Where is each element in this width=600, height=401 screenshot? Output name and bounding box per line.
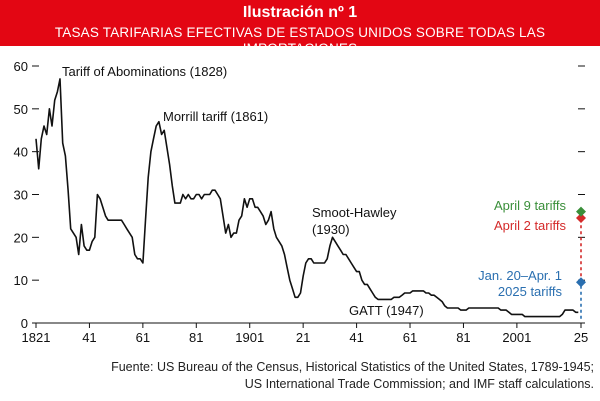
chart-annotations: Tariff of Abominations (1828) Morrill ta… bbox=[62, 64, 566, 318]
annotation-jan20: Jan. 20–Apr. 1 bbox=[478, 268, 562, 283]
annotation-2025-tariffs: 2025 tariffs bbox=[498, 284, 563, 299]
x-tick-label: 41 bbox=[349, 330, 363, 345]
x-tick-label: 81 bbox=[456, 330, 470, 345]
x-tick-label: 61 bbox=[403, 330, 417, 345]
series-line-effective-tariff bbox=[35, 78, 579, 318]
chart-subtitle: TASAS TARIFARIAS EFECTIVAS DE ESTADOS UN… bbox=[54, 25, 546, 56]
y-tick-label: 40 bbox=[14, 145, 28, 160]
y-tick-label: 10 bbox=[14, 273, 28, 288]
tariff-line-chart: 0 10 20 30 40 50 60 1821 41 61 81 1901 21 41 61 81 2001 2… bbox=[14, 59, 589, 345]
x-tick-label: 61 bbox=[136, 330, 150, 345]
annotation-april2: April 2 tariffs bbox=[494, 218, 567, 233]
x-tick-label: 81 bbox=[189, 330, 203, 345]
x-tick-label: 21 bbox=[296, 330, 310, 345]
x-tick-label: 1901 bbox=[235, 330, 264, 345]
chart-header: Ilustración nº 1 TASAS TARIFARIAS EFECTI… bbox=[0, 0, 600, 56]
x-tick-label: 1821 bbox=[22, 330, 51, 345]
x-tick-label: 2001 bbox=[502, 330, 531, 345]
x-tick-label: 25 bbox=[574, 330, 588, 345]
annotation-morrill: Morrill tariff (1861) bbox=[163, 109, 268, 124]
annotation-abominations: Tariff of Abominations (1828) bbox=[62, 64, 227, 79]
annotation-smoot-year: (1930) bbox=[312, 222, 350, 237]
chart-title: Ilustración nº 1 bbox=[242, 4, 358, 21]
y-tick-label: 0 bbox=[21, 316, 28, 331]
annotation-smoot-hawley: Smoot-Hawley bbox=[312, 205, 397, 220]
annotation-gatt: GATT (1947) bbox=[349, 303, 424, 318]
x-tick-label: 41 bbox=[82, 330, 96, 345]
chart-markers bbox=[576, 206, 586, 319]
y-tick-label: 60 bbox=[14, 59, 28, 74]
marker-diamond-red bbox=[576, 213, 586, 224]
annotation-april9: April 9 tariffs bbox=[494, 198, 567, 213]
source-note-line2: US International Trade Commission; and I… bbox=[244, 377, 594, 391]
y-tick-label: 50 bbox=[14, 102, 28, 117]
source-note-line1: Fuente: US Bureau of the Census, Histori… bbox=[111, 360, 594, 374]
chart-series bbox=[35, 78, 579, 318]
y-tick-label: 30 bbox=[14, 188, 28, 203]
marker-diamond-green bbox=[576, 206, 586, 217]
chart-ticks: 0 10 20 30 40 50 60 1821 41 61 81 1901 21 41 61 81 2001 2… bbox=[14, 59, 589, 345]
y-tick-label: 20 bbox=[14, 230, 28, 245]
marker-diamond-blue bbox=[576, 277, 586, 288]
